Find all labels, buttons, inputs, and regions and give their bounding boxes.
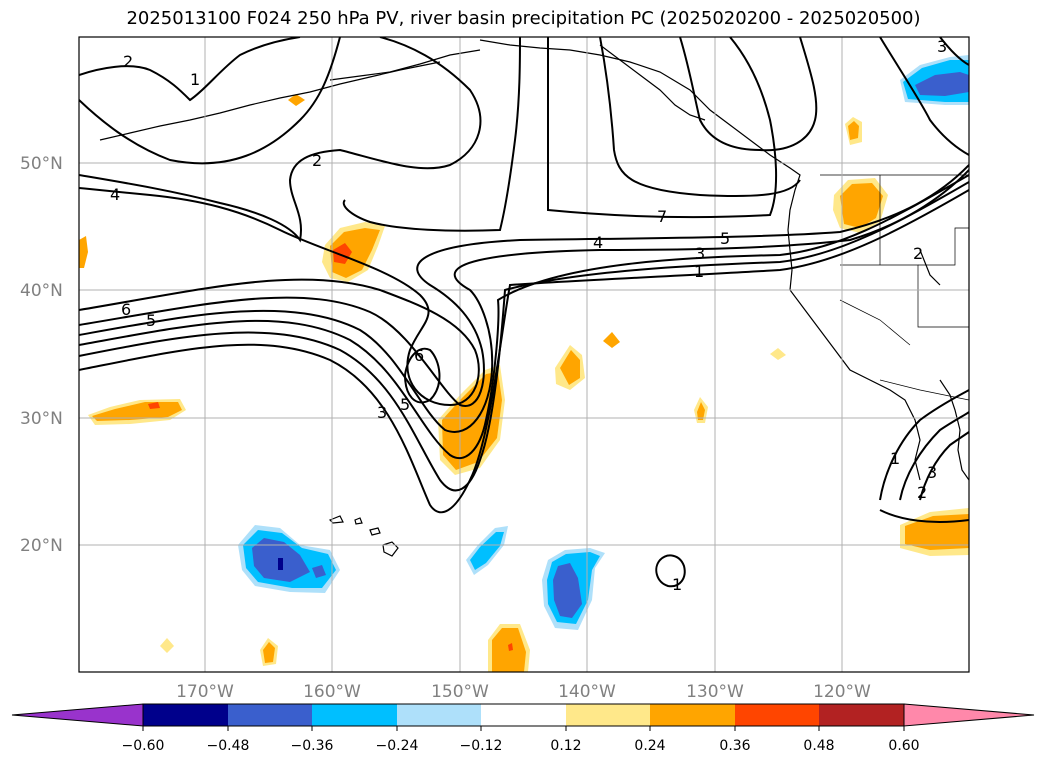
- contour-label: 4: [110, 185, 120, 204]
- lat-label: 50°N: [20, 154, 63, 174]
- contour-label: 3: [937, 37, 947, 56]
- colorbar-tick: 0.12: [550, 738, 581, 754]
- contour-label: 5: [720, 229, 730, 248]
- colorbar-extend-min: [11, 703, 144, 727]
- contour-label: 1: [672, 575, 682, 594]
- contour-label: 3: [695, 244, 705, 263]
- lon-label: 170°W: [176, 682, 234, 702]
- lon-labels: 170°W 160°W 150°W 140°W 130°W 120°W: [176, 682, 871, 702]
- colorbar-swatch: [397, 704, 481, 726]
- colorbar-tick: −0.60: [122, 738, 165, 754]
- contour-label: 6: [121, 300, 131, 319]
- colorbar-swatch: [735, 704, 819, 726]
- plot-area: [79, 37, 969, 672]
- colorbar-tick: 0.24: [634, 738, 665, 754]
- colorbar-extend-max: [903, 703, 1035, 727]
- contour-labels: 2 1 4 2 6 5 6 5 3 7 4 3 1 5 2 3 1 2 3 1: [110, 37, 947, 594]
- contour-label: 2: [312, 151, 322, 170]
- contour-label: 1: [190, 70, 200, 89]
- colorbar-swatch: [312, 704, 397, 726]
- colorbar-swatch: [566, 704, 650, 726]
- borders: [820, 174, 969, 401]
- lat-labels: 50°N 40°N 30°N 20°N: [20, 154, 63, 556]
- contour-label: 4: [593, 233, 603, 252]
- colorbar-swatch: [143, 704, 228, 726]
- colorbar-swatch: [481, 704, 566, 726]
- colorbar-swatch: [228, 704, 312, 726]
- lat-label: 40°N: [20, 281, 63, 301]
- lon-label: 140°W: [558, 682, 616, 702]
- contour-label: 5: [400, 395, 410, 414]
- contour-label: 1: [890, 449, 900, 468]
- plot-frame: [78, 36, 970, 673]
- map-title: 2025013100 F024 250 hPa PV, river basin …: [126, 8, 921, 29]
- pv-contours: [79, 37, 969, 588]
- contour-label: 3: [927, 463, 937, 482]
- colorbar: −0.60 −0.48 −0.36 −0.24 −0.12 0.12 0.24 …: [11, 703, 1035, 754]
- contour-label: 6: [414, 346, 424, 365]
- lat-label: 30°N: [20, 409, 63, 429]
- contour-label: 3: [377, 403, 387, 422]
- colorbar-tick: 0.36: [719, 738, 750, 754]
- graticule: [79, 37, 969, 672]
- lon-label: 160°W: [303, 682, 361, 702]
- colorbar-tick: 0.60: [888, 738, 919, 754]
- lat-label: 20°N: [20, 536, 63, 556]
- contour-label: 5: [146, 311, 156, 330]
- colorbar-swatch: [819, 704, 904, 726]
- contour-label: 2: [123, 52, 133, 71]
- colorbar-swatch: [650, 704, 735, 726]
- coastlines: [99, 39, 969, 481]
- contour-label: 2: [913, 244, 923, 263]
- colorbar-tick: −0.12: [460, 738, 503, 754]
- colorbar-tick: −0.24: [376, 738, 419, 754]
- lon-label: 150°W: [431, 682, 489, 702]
- colorbar-tick: −0.36: [291, 738, 334, 754]
- contour-label: 2: [917, 483, 927, 502]
- colorbar-tick: 0.48: [803, 738, 834, 754]
- contour-label: 1: [694, 262, 704, 281]
- lon-label: 120°W: [813, 682, 871, 702]
- colorbar-tick: −0.48: [207, 738, 250, 754]
- contour-label: 7: [657, 207, 667, 226]
- lon-label: 130°W: [686, 682, 744, 702]
